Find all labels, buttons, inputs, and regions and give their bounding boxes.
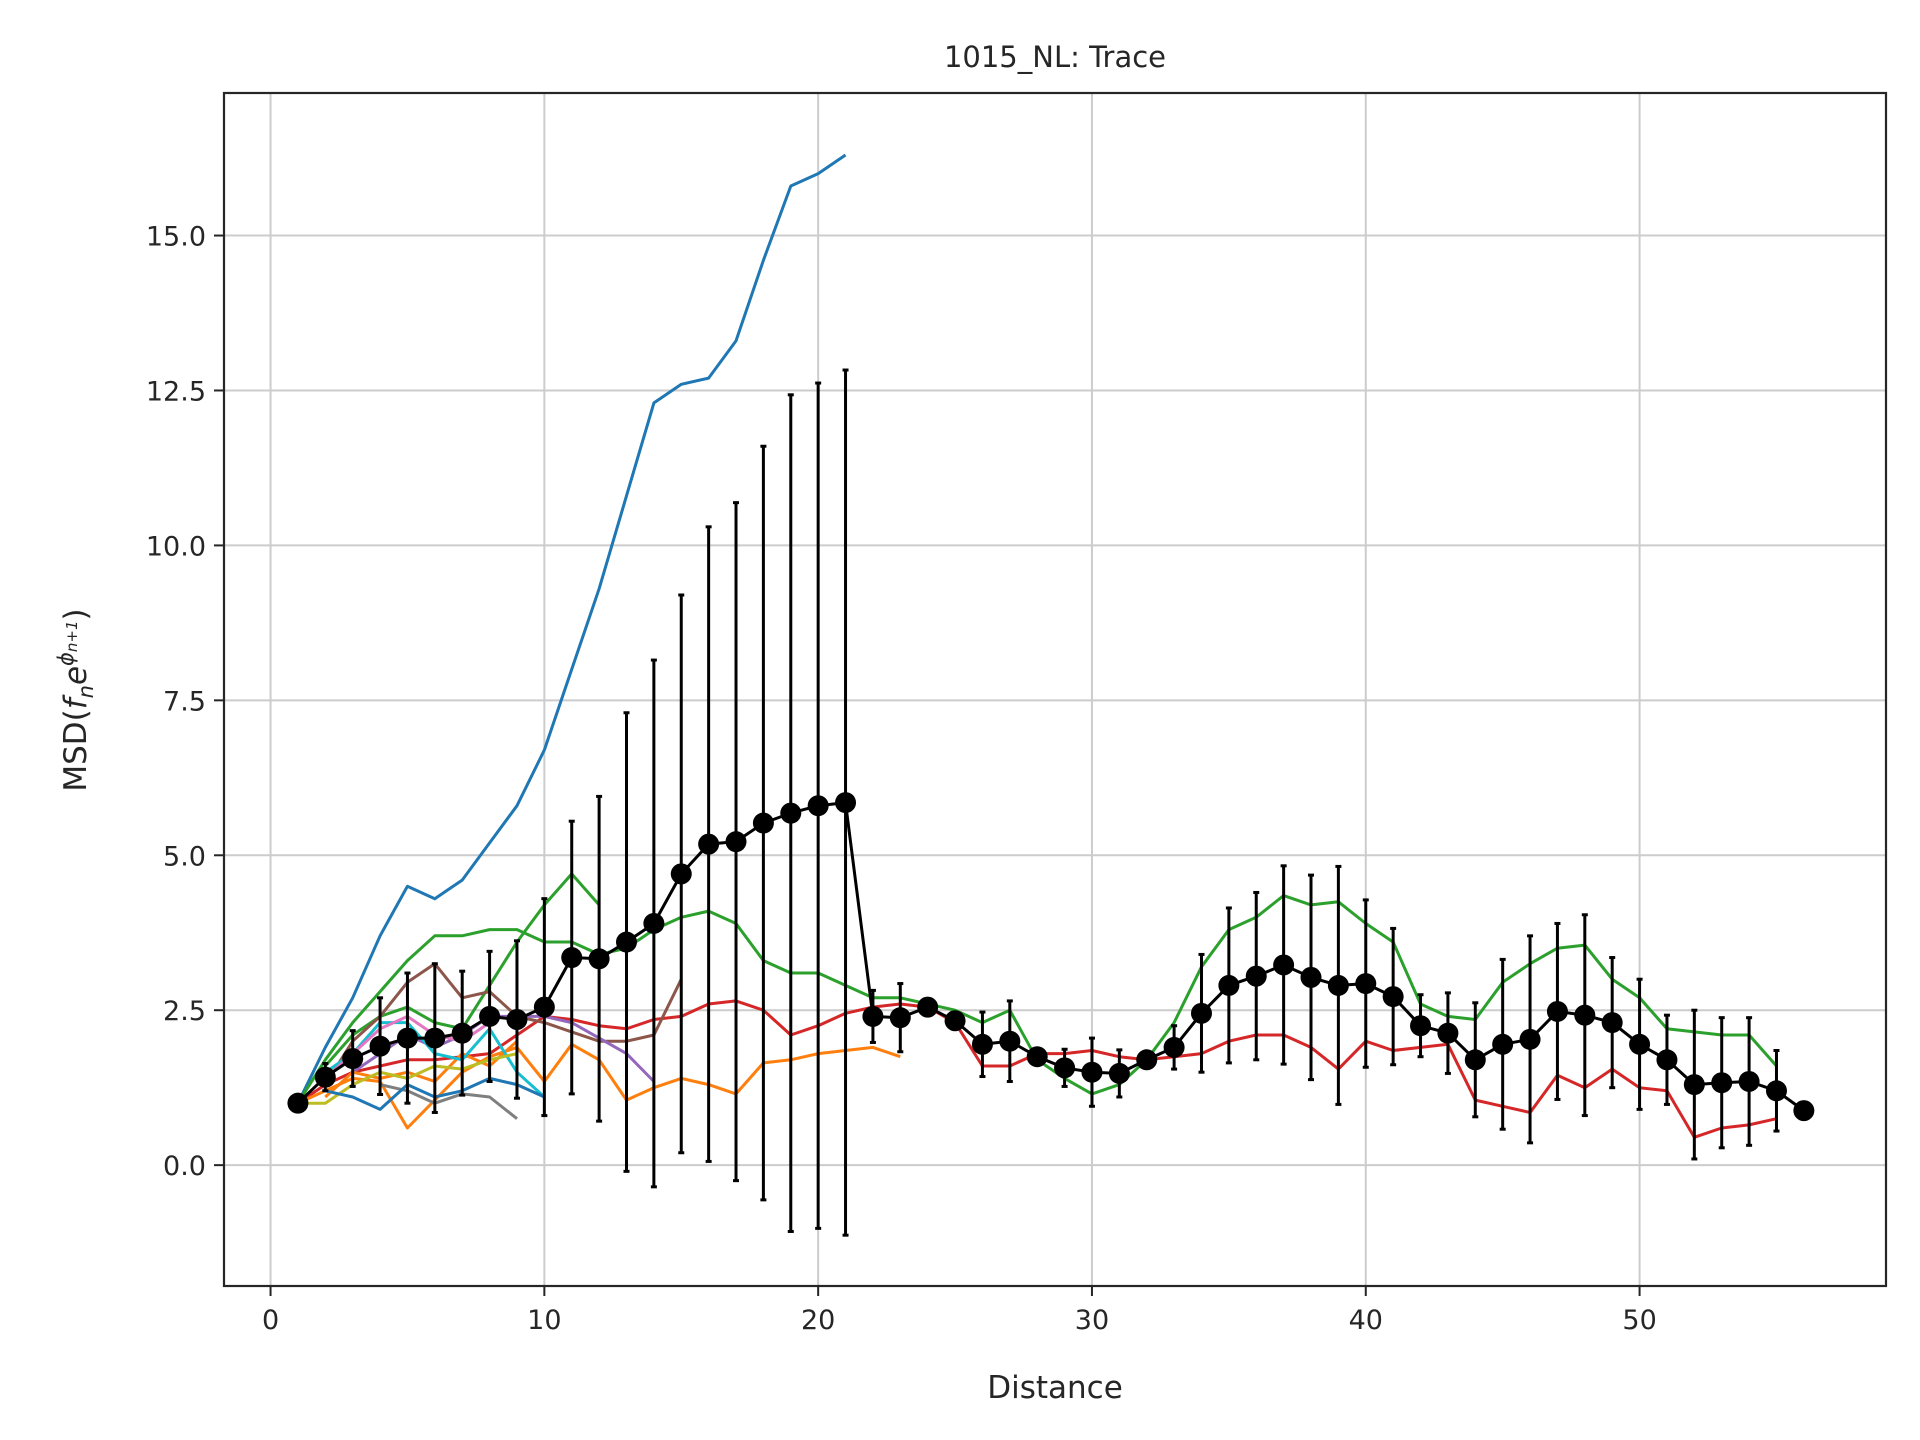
x-axis-label: Distance <box>987 1370 1123 1406</box>
mean-point <box>1546 1000 1568 1022</box>
mean-point <box>1574 1004 1596 1026</box>
mean-point <box>1437 1022 1459 1044</box>
mean-point <box>1382 986 1404 1008</box>
mean-point <box>369 1035 391 1057</box>
y-label-part-phi: ϕ <box>54 652 78 666</box>
mean-point <box>643 912 665 934</box>
mean-point <box>1738 1070 1760 1092</box>
mean-point <box>342 1048 364 1070</box>
x-axis-ticks: 0 10 20 30 40 50 <box>262 1286 1657 1336</box>
mean-point <box>780 802 802 824</box>
mean-point <box>999 1030 1021 1052</box>
mean-point <box>1765 1080 1787 1102</box>
y-tick-label: 2.5 <box>163 996 206 1027</box>
mean-point <box>1190 1002 1212 1024</box>
mean-point <box>1492 1033 1514 1055</box>
y-tick-label: 5.0 <box>163 841 206 872</box>
y-label-part-n-plus-1: n+1 <box>63 620 81 652</box>
mean-point <box>1410 1015 1432 1037</box>
mean-point <box>698 833 720 855</box>
mean-point <box>1136 1049 1158 1071</box>
y-label-part-close: ) <box>58 608 94 620</box>
mean-point <box>917 996 939 1018</box>
mean-point <box>424 1027 446 1049</box>
series-line-8 <box>324 1040 519 1099</box>
mean-point <box>1054 1057 1076 1079</box>
y-tick-label: 15.0 <box>146 222 206 253</box>
y-label-part-n: n <box>74 685 98 698</box>
mean-point <box>506 1009 528 1031</box>
x-tick-label: 40 <box>1349 1305 1383 1336</box>
mean-point <box>451 1022 473 1044</box>
mean-point <box>889 1007 911 1029</box>
series-line-1 <box>296 153 847 1104</box>
mean-point <box>1327 974 1349 996</box>
y-label-part-msd: MSD( <box>58 709 94 791</box>
y-tick-label: 12.5 <box>146 376 206 407</box>
mean-point <box>1793 1100 1815 1122</box>
mean-point <box>1026 1046 1048 1068</box>
mean-point <box>670 863 692 885</box>
series-line-5 <box>324 962 683 1086</box>
mean-point <box>752 812 774 834</box>
mean-point <box>1218 974 1240 996</box>
x-tick-label: 30 <box>1075 1305 1109 1336</box>
mean-point <box>1245 965 1267 987</box>
mean-point <box>1081 1061 1103 1083</box>
mean-point <box>1273 954 1295 976</box>
mean-point <box>725 831 747 853</box>
mean-point <box>1108 1062 1130 1084</box>
mean-point <box>1300 966 1322 988</box>
mean-point <box>1629 1033 1651 1055</box>
mean-point <box>561 947 583 969</box>
y-label-part-e: e <box>58 666 94 685</box>
y-tick-label: 10.0 <box>146 531 206 562</box>
grid <box>224 93 1886 1286</box>
y-axis-label: MSD(fneϕn+1) <box>54 608 98 791</box>
mean-point <box>1464 1049 1486 1071</box>
x-tick-label: 20 <box>801 1305 835 1336</box>
mean-point <box>1656 1049 1678 1071</box>
mean-point <box>533 996 555 1018</box>
mean-point <box>835 792 857 814</box>
mean-point <box>944 1010 966 1032</box>
mean-point <box>396 1027 418 1049</box>
mean-point <box>807 795 829 817</box>
mean-point <box>479 1005 501 1027</box>
x-tick-label: 50 <box>1622 1305 1656 1336</box>
mean-point <box>314 1066 336 1088</box>
mean-point <box>1711 1072 1733 1094</box>
mean-point <box>1683 1074 1705 1096</box>
y-tick-label: 7.5 <box>163 686 206 717</box>
mean-series <box>287 792 1815 1122</box>
y-axis-ticks: 0.0 2.5 5.0 7.5 10.0 12.5 15.0 <box>146 222 224 1182</box>
x-tick-label: 10 <box>527 1305 561 1336</box>
plot-frame <box>222 91 1888 1288</box>
mean-point <box>862 1005 884 1027</box>
y-tick-label: 0.0 <box>163 1151 206 1182</box>
mean-point <box>615 931 637 953</box>
x-tick-label: 0 <box>262 1305 279 1336</box>
mean-point <box>287 1092 309 1114</box>
mean-point <box>1163 1036 1185 1058</box>
mean-point <box>1355 973 1377 995</box>
chart-title: 1015_NL: Trace <box>944 40 1166 74</box>
mean-point <box>1519 1028 1541 1050</box>
mean-point <box>588 948 610 970</box>
mean-point <box>1601 1012 1623 1034</box>
mean-point <box>971 1033 993 1055</box>
